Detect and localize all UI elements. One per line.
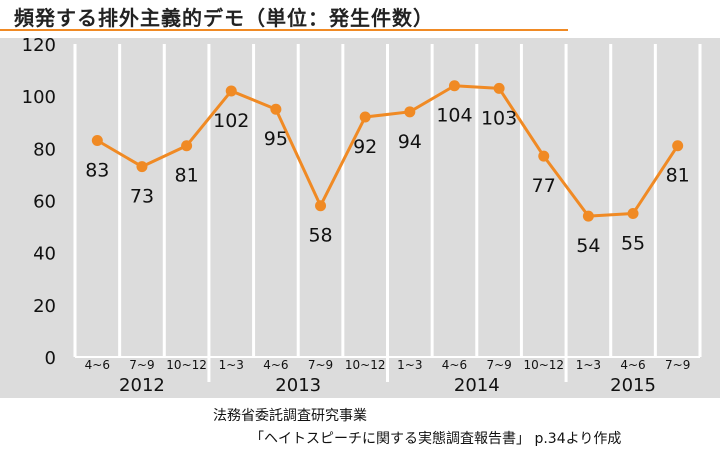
data-label: 81	[666, 165, 690, 187]
title-underline	[0, 29, 568, 31]
series-line	[96, 84, 679, 218]
x-tick-label: 7~9	[486, 358, 511, 372]
data-label: 94	[398, 131, 422, 153]
y-tick-label: 20	[33, 296, 56, 317]
year-label: 2012	[119, 375, 165, 396]
x-tick-label: 10~12	[345, 358, 386, 372]
y-tick-label: 100	[22, 87, 56, 108]
x-tick-label: 7~9	[308, 358, 333, 372]
data-point	[359, 111, 371, 123]
data-label: 83	[85, 160, 109, 182]
y-tick-label: 120	[22, 35, 56, 56]
x-tick-label: 7~9	[129, 358, 154, 372]
year-label: 2014	[454, 375, 500, 396]
data-point	[627, 208, 639, 220]
data-point	[448, 80, 460, 92]
x-tick-label: 4~6	[263, 358, 288, 372]
data-point	[538, 150, 550, 162]
data-label: 77	[532, 175, 556, 197]
x-tick-label: 10~12	[523, 358, 564, 372]
data-point	[181, 140, 193, 152]
data-label: 81	[175, 165, 199, 187]
x-tick-label: 10~12	[166, 358, 207, 372]
data-point	[136, 161, 148, 173]
data-label: 92	[353, 136, 377, 158]
y-tick-label: 60	[33, 192, 56, 213]
x-tick-label: 4~6	[442, 358, 467, 372]
source-line-1: 法務省委託調査研究事業	[213, 408, 367, 424]
data-label: 73	[130, 186, 154, 208]
data-point	[582, 210, 594, 222]
data-point	[270, 103, 282, 115]
x-tick-label: 4~6	[620, 358, 645, 372]
x-tick-label: 1~3	[219, 358, 244, 372]
x-tick-label: 1~3	[397, 358, 422, 372]
x-tick-label: 7~9	[665, 358, 690, 372]
data-label: 103	[481, 107, 517, 129]
year-label: 2015	[610, 375, 656, 396]
data-point	[672, 140, 684, 152]
y-tick-label: 80	[33, 139, 56, 160]
data-point	[493, 82, 505, 94]
y-tick-label: 0	[45, 348, 56, 369]
data-label: 54	[576, 235, 600, 257]
data-label: 102	[213, 110, 249, 132]
data-point	[404, 106, 416, 118]
y-tick-label: 40	[33, 244, 56, 265]
data-label: 95	[264, 128, 288, 150]
data-label: 58	[308, 225, 332, 247]
x-tick-label: 1~3	[576, 358, 601, 372]
data-point	[225, 85, 237, 97]
data-label: 104	[436, 105, 472, 127]
source-line-2: 「ヘイトスピーチに関する実態調査報告書」 p.34より作成	[250, 431, 622, 447]
year-label: 2013	[275, 375, 321, 396]
data-label: 55	[621, 233, 645, 255]
data-point	[315, 200, 327, 212]
data-point	[91, 135, 103, 147]
x-tick-label: 4~6	[85, 358, 110, 372]
chart-title: 頻発する排外主義的デモ（単位：発生件数）	[14, 6, 434, 30]
